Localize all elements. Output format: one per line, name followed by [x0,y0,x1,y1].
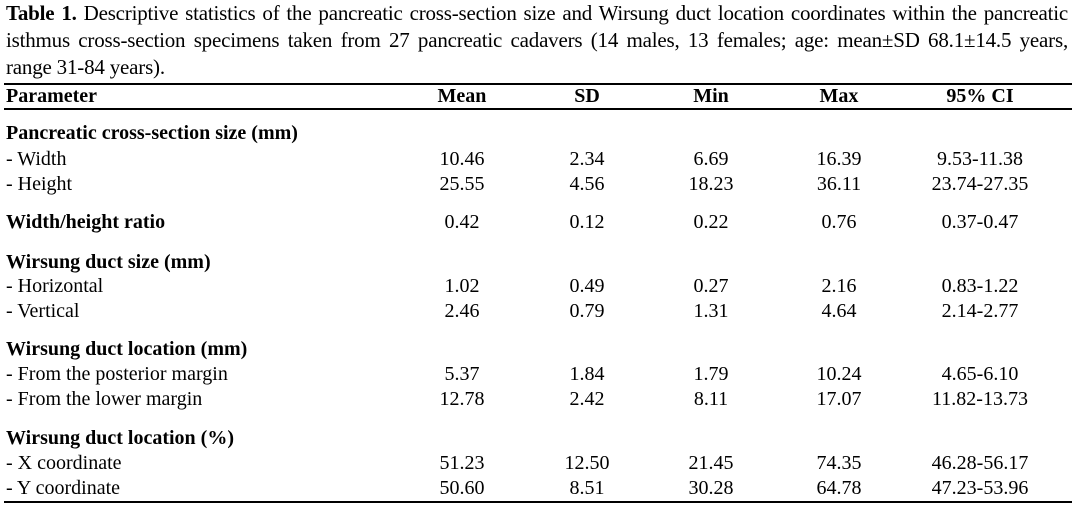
table-row: - X coordinate 51.23 12.50 21.45 74.35 46.28-… [0,451,1074,476]
cell-sd: 2.42 [569,388,605,410]
cell-ci: 47.23-53.96 [931,477,1029,499]
cell-max: 2.16 [821,275,857,297]
table-label: Table 1. [6,1,77,25]
cell-mean: 10.46 [439,148,485,170]
header-ci: 95% CI [946,85,1014,107]
cell-sd: 4.56 [569,173,605,195]
cell-min: 1.79 [693,363,729,385]
cell-mean: 1.02 [444,275,480,297]
table-row: - Height 25.55 4.56 18.23 36.11 23.74-27.35 [0,172,1074,197]
table-row: - Width 10.46 2.34 6.69 16.39 9.53-11.38 [0,147,1074,172]
cell-min: 6.69 [693,148,729,170]
cell-max: 36.11 [816,173,862,195]
header-max: Max [819,85,859,107]
row-label: - Width [6,148,67,170]
row-label: - Height [6,173,73,195]
row-label: - Vertical [6,300,80,322]
top-rule [4,83,1072,85]
section-heading-row: Wirsung duct location (mm) [0,337,1074,362]
cell-sd: 0.12 [569,211,605,233]
cell-sd: 1.84 [569,363,605,385]
cell-mean: 25.55 [439,173,485,195]
section-heading-row: Wirsung duct size (mm) [0,250,1074,275]
cell-max: 64.78 [816,477,862,499]
cell-min: 0.22 [693,211,729,233]
cell-ci: 46.28-56.17 [931,452,1029,474]
cell-mean: 5.37 [444,363,480,385]
header-mean: Mean [437,85,487,107]
header-rule [4,108,1072,110]
cell-sd: 0.79 [569,300,605,322]
section-title: Pancreatic cross-section size (mm) [6,122,298,144]
cell-min: 0.27 [693,275,729,297]
cell-mean: 12.78 [439,388,485,410]
cell-max: 74.35 [816,452,862,474]
section-title: Wirsung duct size (mm) [6,251,211,273]
row-label: - X coordinate [6,452,122,474]
row-label: - Horizontal [6,275,104,297]
section-title: Wirsung duct location (mm) [6,338,248,360]
cell-sd: 2.34 [569,148,605,170]
row-label: - From the posterior margin [6,363,228,385]
table-row: - Vertical 2.46 0.79 1.31 4.64 2.14-2.77 [0,299,1074,324]
cell-max: 17.07 [816,388,862,410]
table-row: - From the lower margin 12.78 2.42 8.11 17.0… [0,387,1074,412]
row-label: - From the lower margin [6,388,203,410]
header-sd: SD [574,85,600,107]
table-row: - Y coordinate 50.60 8.51 30.28 64.78 47.23-5… [0,476,1074,501]
section-heading-row: Wirsung duct location (%) [0,426,1074,451]
section-heading-row: Pancreatic cross-section size (mm) [0,121,1074,146]
cell-max: 4.64 [821,300,857,322]
cell-ci: 9.53-11.38 [937,148,1023,170]
table-header-row: Parameter Mean SD Min Max 95% CI [0,84,1074,109]
cell-ci: 23.74-27.35 [931,173,1029,195]
cell-mean: 2.46 [444,300,480,322]
cell-min: 30.28 [688,477,734,499]
cell-sd: 0.49 [569,275,605,297]
cell-sd: 12.50 [564,452,610,474]
cell-ci: 4.65-6.10 [941,363,1019,385]
cell-min: 18.23 [688,173,734,195]
bottom-rule [4,501,1072,503]
header-parameter: Parameter [6,85,98,107]
cell-mean: 0.42 [444,211,480,233]
table-row: - Horizontal 1.02 0.49 0.27 2.16 0.83-1.22 [0,274,1074,299]
cell-max: 0.76 [821,211,857,233]
section-title: Width/height ratio [6,211,166,233]
cell-ci: 0.83-1.22 [941,275,1019,297]
cell-min: 8.11 [693,388,729,410]
table-row: - From the posterior margin 5.37 1.84 1.79 1… [0,362,1074,387]
header-min: Min [693,85,729,107]
section-heading-row: Width/height ratio 0.42 0.12 0.22 0.76 0.37-0… [0,210,1074,235]
cell-max: 16.39 [816,148,862,170]
cell-ci: 0.37-0.47 [941,211,1019,233]
cell-mean: 51.23 [439,452,485,474]
cell-max: 10.24 [816,363,862,385]
cell-min: 21.45 [688,452,734,474]
cell-mean: 50.60 [439,477,485,499]
section-title: Wirsung duct location (%) [6,427,234,449]
cell-sd: 8.51 [569,477,605,499]
caption-text: Descriptive statistics of the pancreatic… [6,1,1068,79]
cell-ci: 11.82-13.73 [932,388,1028,410]
cell-min: 1.31 [693,300,729,322]
cell-ci: 2.14-2.77 [941,300,1019,322]
table-caption: Table 1. Descriptive statistics of the p… [6,0,1068,81]
row-label: - Y coordinate [6,477,121,499]
